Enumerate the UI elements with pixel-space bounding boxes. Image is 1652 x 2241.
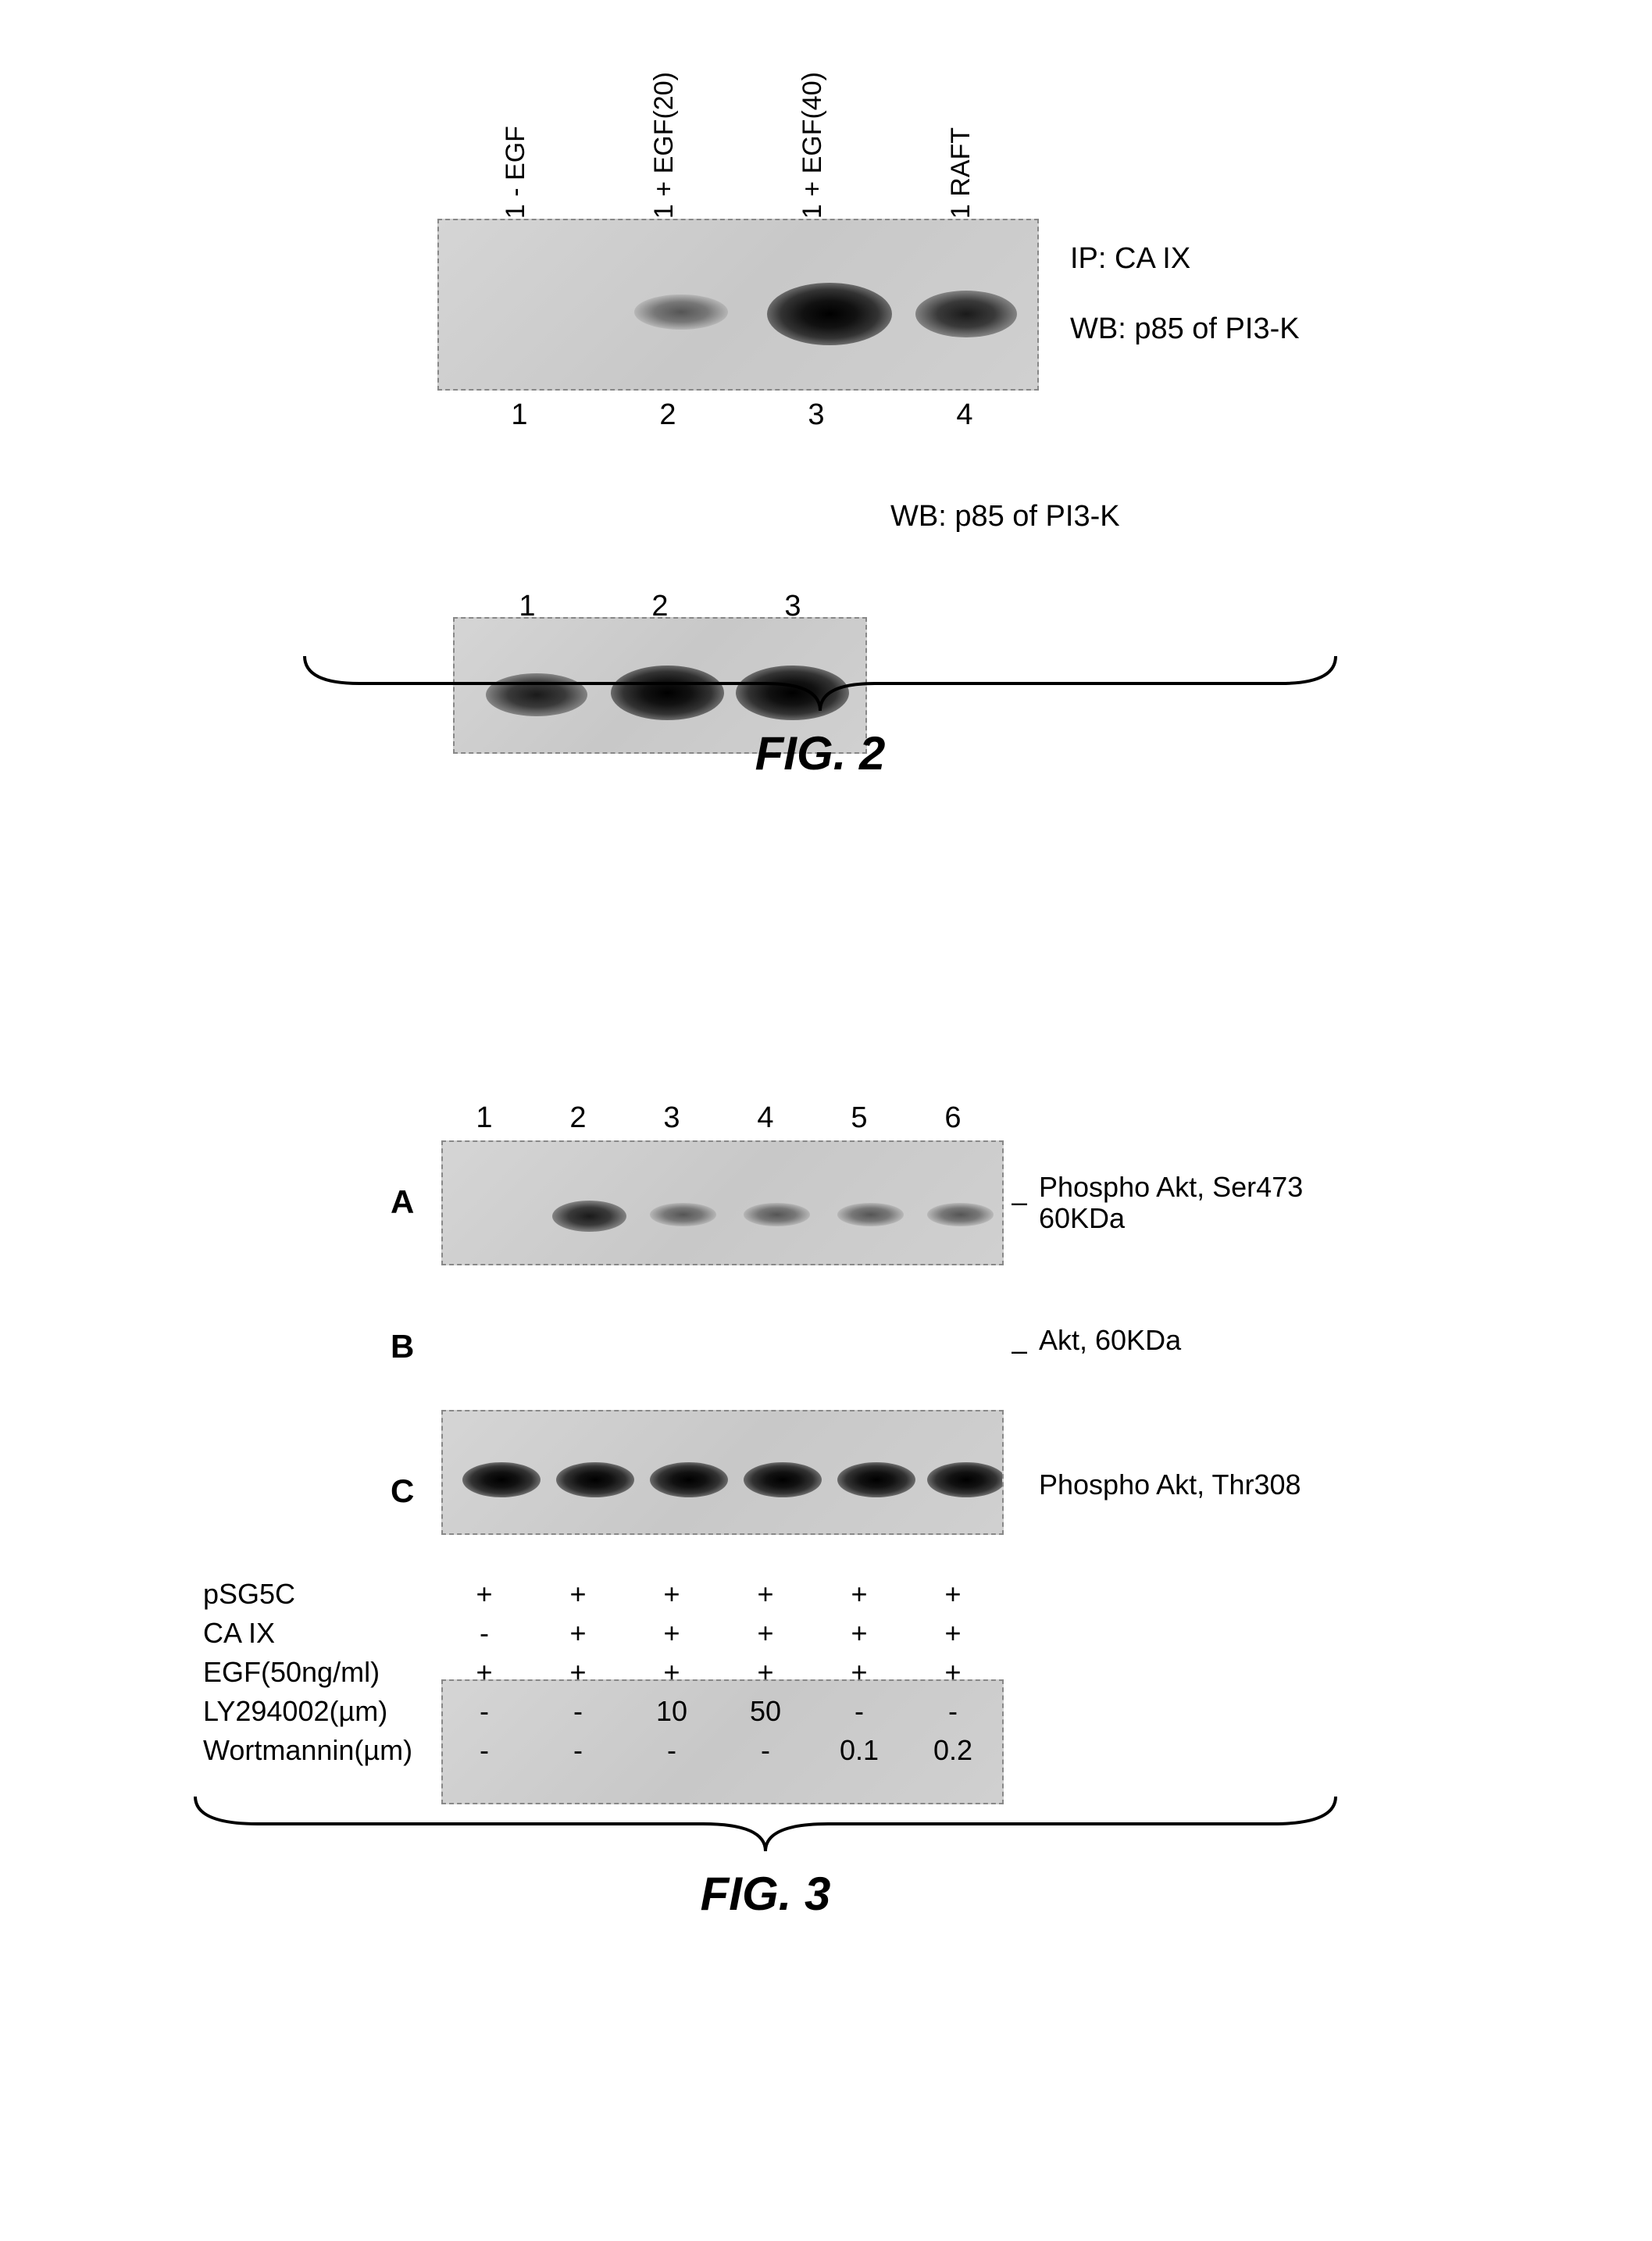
fig3-b-band-6 [927, 1462, 1004, 1497]
fig3-a-band-3 [650, 1203, 716, 1226]
fig3-t4-v6: 0.2 [926, 1734, 980, 1767]
fig3-t0-v5: + [832, 1578, 887, 1611]
fig3-t4-v2: - [551, 1734, 605, 1767]
fig3-b-tick: – [1012, 1334, 1027, 1367]
fig3-lanenum-1: 1 [465, 1101, 504, 1135]
fig3-t4-v3: - [644, 1734, 699, 1767]
fig3-a-band-2 [552, 1201, 626, 1232]
fig3-t2-v5: + [832, 1656, 887, 1689]
fig3-brace [187, 1789, 1343, 1859]
fig3-t0-v4: + [738, 1578, 793, 1611]
fig2-bot-lanenum-3: 3 [773, 590, 812, 623]
fig3-panel-c-blot [441, 1679, 1004, 1804]
fig3-treat-label-0: pSG5C [203, 1578, 295, 1611]
fig3-b-band-3 [650, 1462, 728, 1497]
fig2-top-lanenum-1: 1 [500, 398, 539, 432]
fig2-top-lanenum-4: 4 [945, 398, 984, 432]
fig2-top-lanenum-3: 3 [797, 398, 836, 432]
fig3-a-band-6 [927, 1203, 994, 1226]
fig2-caption: FIG. 2 [664, 726, 976, 780]
fig3-t0-v2: + [551, 1578, 605, 1611]
fig3-t3-v5: - [832, 1695, 887, 1728]
fig2-top-band-lane3 [767, 283, 892, 345]
fig2-lane-header-1: 01 - EGF [501, 126, 531, 234]
fig3-a-label-line1: Phospho Akt, Ser473 [1039, 1171, 1303, 1203]
fig3-panel-c-letter: C [391, 1472, 414, 1510]
fig3-panel-b-letter: B [391, 1328, 414, 1365]
fig3-b-band-1 [462, 1462, 541, 1497]
fig3-b-band-5 [837, 1462, 915, 1497]
fig3-caption: FIG. 3 [609, 1867, 922, 1921]
fig3-lanenum-6: 6 [933, 1101, 972, 1135]
fig3-panel-b-blot [441, 1410, 1004, 1535]
fig3-treat-label-4: Wortmannin(µm) [203, 1734, 412, 1767]
fig2-top-band-lane2 [634, 294, 728, 330]
fig3-t2-v3: + [644, 1656, 699, 1689]
fig2-lane-header-2: 01 + EGF(20) [649, 72, 680, 234]
fig3-panel-c-label: Phospho Akt, Thr308 [1039, 1468, 1301, 1501]
fig3-t0-v1: + [457, 1578, 512, 1611]
fig3-treat-label-2: EGF(50ng/ml) [203, 1656, 380, 1689]
fig3-t1-v3: + [644, 1617, 699, 1650]
fig3-panel-b-label: Akt, 60KDa [1039, 1324, 1181, 1357]
fig3-a-band-4 [744, 1203, 810, 1226]
fig3-treat-label-3: LY294002(µm) [203, 1695, 387, 1728]
fig3-t3-v4: 50 [738, 1695, 793, 1728]
fig2-top-band-lane4 [915, 291, 1017, 337]
fig3-t3-v3: 10 [644, 1695, 699, 1728]
fig3-t3-v2: - [551, 1695, 605, 1728]
fig3-t1-v1: - [457, 1617, 512, 1650]
fig3-t1-v6: + [926, 1617, 980, 1650]
fig3-b-band-4 [744, 1462, 822, 1497]
fig3-a-band-5 [837, 1203, 904, 1226]
fig3-panel-a-label: Phospho Akt, Ser473 60KDa [1039, 1172, 1303, 1233]
fig2-wb-label-top: WB: p85 of PI3-K [1070, 312, 1300, 346]
fig3-panel-a-letter: A [391, 1183, 414, 1221]
fig3-t1-v2: + [551, 1617, 605, 1650]
fig3-treat-label-1: CA IX [203, 1617, 275, 1650]
fig3-t4-v5: 0.1 [832, 1734, 887, 1767]
fig2-top-lanenum-2: 2 [648, 398, 687, 432]
fig3-t4-v4: - [738, 1734, 793, 1767]
fig3-t2-v6: + [926, 1656, 980, 1689]
fig3-t3-v1: - [457, 1695, 512, 1728]
fig3-t3-v6: - [926, 1695, 980, 1728]
fig3-t1-v5: + [832, 1617, 887, 1650]
fig3-t2-v2: + [551, 1656, 605, 1689]
fig3-lanenum-5: 5 [840, 1101, 879, 1135]
fig3-panel-a-blot [441, 1140, 1004, 1265]
figure-2: 01 - EGF 01 + EGF(20) 01 + EGF(40) 01 RA… [0, 0, 1652, 937]
fig3-t2-v1: + [457, 1656, 512, 1689]
fig2-lane-header-3: 01 + EGF(40) [797, 72, 828, 234]
fig2-bot-lanenum-1: 1 [508, 590, 547, 623]
fig3-b-band-2 [556, 1462, 634, 1497]
fig2-ip-label: IP: CA IX [1070, 242, 1190, 276]
fig3-lanenum-4: 4 [746, 1101, 785, 1135]
fig3-lanenum-2: 2 [558, 1101, 598, 1135]
fig3-lanenum-3: 3 [652, 1101, 691, 1135]
figure-3: 1 2 3 4 5 6 A – Phospho Akt, Ser473 60KD… [0, 1054, 1652, 2226]
fig3-t1-v4: + [738, 1617, 793, 1650]
fig2-bot-lanenum-2: 2 [640, 590, 680, 623]
fig2-top-blot [437, 219, 1039, 391]
fig2-lane-header-4: 01 RAFT [946, 127, 976, 234]
fig3-t2-v4: + [738, 1656, 793, 1689]
fig3-a-tick: – [1012, 1186, 1027, 1219]
fig2-brace [297, 648, 1343, 719]
fig2-wb-label-bottom: WB: p85 of PI3-K [890, 500, 1120, 533]
fig3-t4-v1: - [457, 1734, 512, 1767]
fig3-t0-v6: + [926, 1578, 980, 1611]
fig3-t0-v3: + [644, 1578, 699, 1611]
fig3-a-label-line2: 60KDa [1039, 1202, 1125, 1234]
